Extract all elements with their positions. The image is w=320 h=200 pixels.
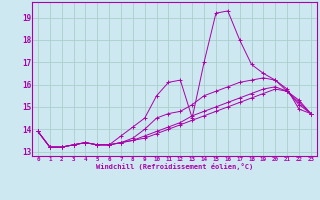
X-axis label: Windchill (Refroidissement éolien,°C): Windchill (Refroidissement éolien,°C) [96,163,253,170]
